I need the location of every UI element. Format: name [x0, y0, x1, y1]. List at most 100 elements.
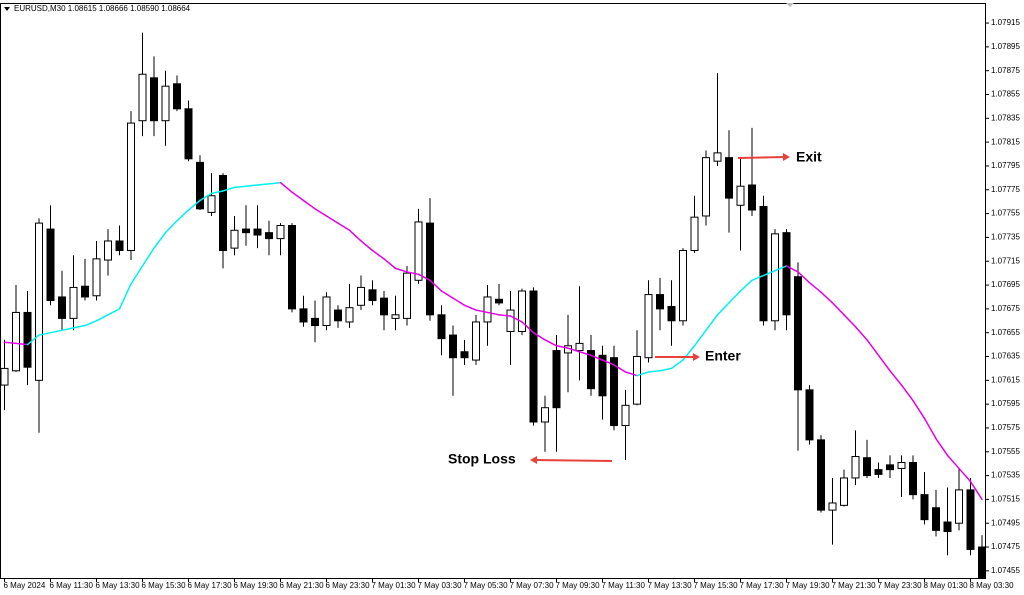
moving-average-segment: [636, 371, 650, 377]
candle-body: [35, 222, 43, 381]
moving-average-segment: [797, 271, 811, 284]
y-tick-label: 1.07795: [991, 161, 1020, 170]
moving-average-segment: [233, 185, 247, 189]
y-tick-label: 1.07455: [991, 566, 1020, 575]
moving-average-segment: [693, 329, 707, 347]
candle-body: [414, 221, 423, 281]
x-tick-label: 6 May 21:30: [280, 581, 325, 590]
annotation-arrowhead: [693, 353, 700, 361]
moving-average-segment: [774, 265, 788, 272]
candle-body: [851, 456, 860, 479]
candle-body: [288, 225, 296, 310]
candle-body: [196, 161, 204, 210]
candle-body: [702, 157, 710, 217]
moving-average-segment: [84, 320, 98, 327]
moving-average-segment: [61, 327, 75, 332]
y-tick-label: 1.07875: [991, 66, 1020, 75]
moving-average-segment: [854, 325, 868, 341]
moving-average-segment: [291, 191, 305, 202]
y-tick-label: 1.07635: [991, 352, 1020, 361]
moving-average-segment: [728, 290, 742, 304]
candle-body: [150, 77, 158, 122]
moving-average-segment: [670, 359, 684, 370]
moving-average-segment: [509, 315, 523, 323]
y-tick-label: 1.07715: [991, 256, 1020, 265]
annotation-arrowhead: [530, 456, 537, 464]
candle-body: [529, 290, 538, 423]
moving-average-segment: [647, 370, 661, 373]
moving-average-segment: [383, 258, 397, 270]
moving-average-segment: [475, 309, 489, 314]
candle-body: [265, 232, 273, 240]
moving-average-segment: [946, 454, 960, 470]
shift-marker: [786, 3, 794, 7]
plot-area: [1, 32, 985, 578]
moving-average-segment: [440, 290, 454, 299]
moving-average-segment: [705, 314, 719, 332]
y-tick-label: 1.07675: [991, 304, 1020, 313]
y-tick-label: 1.07895: [991, 42, 1020, 51]
candle-body: [1, 367, 9, 386]
moving-average-segment: [394, 267, 408, 273]
candle-body: [311, 317, 319, 327]
moving-average-segment: [406, 271, 420, 276]
candle-body: [610, 357, 618, 427]
candle-body: [725, 157, 733, 199]
y-tick-label: 1.07855: [991, 90, 1020, 99]
moving-average-segment: [26, 334, 40, 346]
y-tick-label: 1.07555: [991, 447, 1020, 456]
candle-body: [138, 73, 147, 122]
x-tick-label: 7 May 01:30: [372, 581, 417, 590]
candle-body: [58, 296, 66, 319]
moving-average-segment: [199, 192, 213, 202]
moving-average-segment: [831, 302, 845, 316]
candle-body: [345, 307, 354, 323]
x-tick-label: 7 May 13:30: [648, 581, 693, 590]
candle-body: [449, 334, 457, 359]
x-tick-label: 7 May 11:30: [602, 581, 646, 590]
moving-average-segment: [785, 265, 799, 273]
candle-body: [69, 286, 78, 319]
x-tick-label: 6 May 13:30: [96, 581, 141, 590]
y-tick-label: 1.07735: [991, 233, 1020, 242]
moving-average-segment: [3, 341, 17, 345]
y-tick-label: 1.07915: [991, 18, 1020, 27]
candle-body: [437, 314, 446, 340]
moving-average-segment: [429, 279, 443, 292]
candle-body: [679, 250, 687, 322]
candle-body: [886, 464, 894, 471]
moving-average-segment: [498, 314, 512, 317]
moving-average-segment: [486, 311, 500, 316]
annotation-arrowhead: [783, 153, 790, 161]
candle-body: [748, 184, 756, 211]
candle-body: [736, 185, 745, 206]
moving-average-segment: [245, 184, 259, 187]
candle-body: [483, 296, 492, 323]
candle-body: [656, 294, 664, 310]
candle-body: [403, 272, 411, 319]
candle-body: [644, 294, 653, 359]
candle-body: [943, 521, 952, 533]
chart-title: EURUSD,M30 1.08615 1.08666 1.08590 1.086…: [14, 4, 191, 13]
moving-average-segment: [912, 399, 926, 420]
moving-average-segment: [601, 359, 615, 366]
candle-body: [690, 216, 699, 252]
moving-average-segment: [38, 331, 52, 336]
candle-body: [587, 350, 595, 390]
candle-body: [426, 222, 434, 316]
moving-average-segment: [555, 345, 569, 349]
moving-average-segment: [371, 249, 385, 260]
candle-body: [184, 108, 193, 160]
symbol-menu-icon: [4, 7, 10, 11]
moving-average-segment: [130, 265, 144, 285]
y-tick-label: 1.07475: [991, 542, 1020, 551]
moving-average-segment: [808, 281, 822, 293]
moving-average-segment: [923, 417, 937, 440]
candle-body: [759, 205, 768, 322]
moving-average-segment: [624, 371, 638, 377]
moving-average-segment: [935, 437, 949, 457]
annotation-label: Exit: [796, 149, 822, 165]
moving-average-segment: [889, 370, 903, 386]
candle-body: [104, 240, 112, 261]
